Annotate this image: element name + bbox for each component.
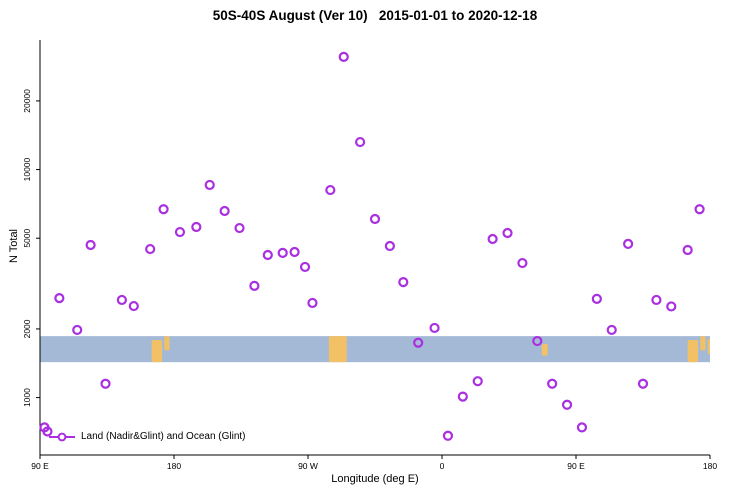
scatter-point (487, 233, 498, 245)
scatter-point (532, 335, 543, 347)
map-strip-land-new-zealand-north (164, 336, 170, 351)
scatter-point (158, 204, 169, 215)
scatter-point (413, 337, 424, 348)
map-strip-land-new-zealand-south (151, 340, 163, 363)
x-tick-label: 180 (167, 461, 181, 471)
scatter-point (42, 426, 53, 437)
x-axis-label: Longitude (deg E) (331, 473, 419, 485)
scatter-point (547, 378, 558, 389)
scatter-point (384, 240, 395, 252)
legend-point-icon (57, 432, 67, 441)
scatter-point (472, 376, 483, 387)
scatter-point (204, 179, 215, 191)
scatter-point (442, 430, 454, 441)
scatter-point (637, 378, 649, 389)
scatter-point (145, 243, 156, 255)
scatter-point (682, 244, 693, 256)
scatter-point (277, 247, 288, 259)
scatter-point (289, 246, 300, 258)
chart-title: 50S-40S August (Ver 10) 2015-01-01 to 20… (212, 8, 538, 23)
scatter-point (307, 297, 318, 309)
scatter-point (116, 294, 127, 306)
scatter-point (591, 293, 602, 304)
scatter-point (128, 300, 139, 312)
y-axis-label: N Total (8, 228, 20, 264)
scatter-point (85, 239, 96, 251)
scatter-point (369, 213, 381, 225)
scatter-point (338, 51, 349, 62)
scatter-point (517, 257, 528, 269)
scatter-point (623, 238, 634, 250)
scatter-point (100, 378, 111, 389)
scatter-point (429, 322, 440, 334)
y-tick-label: 2000 (22, 319, 32, 338)
x-tick-label: 90 E (567, 461, 585, 471)
scatter-point (576, 422, 588, 433)
scatter-point (191, 221, 202, 233)
legend: Land (Nadir&Glint) and Ocean (Glint) (48, 431, 246, 442)
scatter-point (219, 205, 230, 217)
y-tick-label: 20000 (22, 89, 32, 113)
legend-label: Land (Nadir&Glint) and Ocean (Glint) (81, 431, 246, 442)
scatter-point (249, 280, 260, 291)
scatter-point (262, 249, 273, 261)
scatter-point (54, 293, 65, 304)
x-tick-label: 90 W (298, 461, 318, 471)
scatter-point (72, 324, 83, 336)
y-tick-label: 1000 (22, 388, 32, 407)
y-tick-label: 5000 (22, 228, 32, 247)
x-tick-label: 0 (440, 461, 445, 471)
scatter-point (651, 294, 662, 306)
scatter-point (174, 226, 186, 238)
scatter-point (502, 227, 513, 239)
map-strip-land-south-america (328, 336, 347, 363)
scatter-point (694, 204, 705, 215)
map-strip-land-new-zealand-north-2 (700, 336, 706, 351)
x-tick-label: 90 E (31, 461, 49, 471)
scatter-point (457, 391, 468, 402)
map-strip-ocean (40, 336, 710, 363)
scatter-point (325, 184, 336, 196)
scatter-point (606, 324, 617, 336)
y-tick-label: 10000 (22, 157, 32, 181)
map-strip-land-kerguelen (541, 343, 548, 356)
scatter-point (299, 261, 311, 273)
scatter-point (561, 399, 573, 410)
map-strip-land-edge-land (707, 338, 710, 355)
legend-marker-icon (49, 432, 75, 441)
map-strip-land-new-zealand-south-2 (687, 340, 699, 363)
x-tick-label: 180 (703, 461, 717, 471)
scatter-point (234, 222, 245, 234)
scatter-point (666, 301, 677, 312)
scatter-point (355, 136, 366, 148)
scatter-point (398, 276, 409, 288)
